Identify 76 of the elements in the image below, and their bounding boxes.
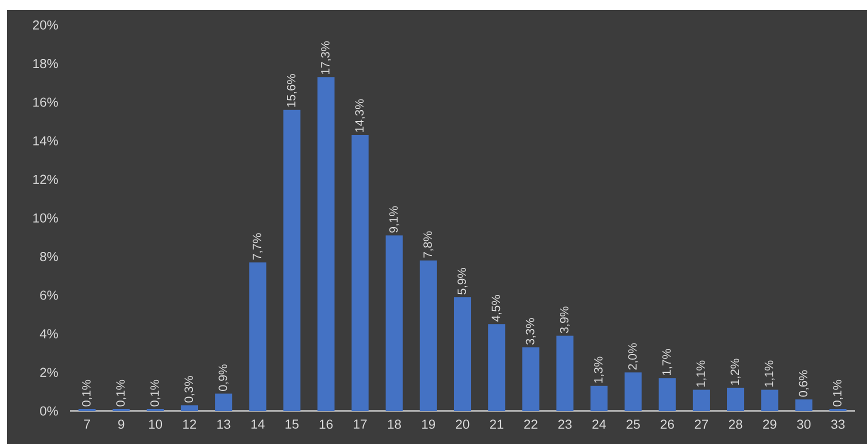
x-tick-label: 12 <box>183 420 196 429</box>
x-tick-label: 25 <box>626 420 640 429</box>
y-tick-label: 10% <box>33 213 58 223</box>
x-tick-label: 19 <box>422 420 435 429</box>
data-label: 0,6% <box>798 370 809 397</box>
y-tick-label: 6% <box>40 290 58 300</box>
x-tick-label: 23 <box>558 420 572 429</box>
bar <box>522 347 540 411</box>
bar <box>317 77 335 411</box>
x-tick-label: 7 <box>84 420 90 429</box>
x-tick-label: 33 <box>831 420 845 429</box>
bar <box>727 388 744 411</box>
x-tick-label: 14 <box>251 420 265 429</box>
x-tick-label: 9 <box>118 420 124 429</box>
bar <box>215 394 232 411</box>
data-label: 2,0% <box>628 343 638 370</box>
y-tick-label: 14% <box>33 136 58 146</box>
data-label: 1,3% <box>594 356 604 383</box>
data-label: 3,3% <box>526 318 536 345</box>
bar <box>180 405 198 411</box>
x-tick-label: 27 <box>694 420 708 429</box>
bar <box>249 262 266 411</box>
data-label: 7,7% <box>252 233 263 260</box>
y-tick-label: 16% <box>33 98 58 107</box>
bar <box>386 235 403 411</box>
data-label: 1,1% <box>696 360 706 387</box>
y-tick-label: 12% <box>33 174 58 184</box>
data-label: 14,3% <box>355 99 366 132</box>
y-tick-label: 0% <box>40 406 58 416</box>
y-tick-label: 20% <box>33 20 58 30</box>
data-label: 7,8% <box>423 231 434 258</box>
bar <box>454 297 472 411</box>
bar <box>761 390 778 411</box>
data-label: 0,1% <box>82 380 92 406</box>
x-tick-label: 13 <box>217 420 230 429</box>
x-tick-label: 22 <box>524 420 538 429</box>
x-tick-label: 18 <box>388 420 401 429</box>
y-tick-label: 8% <box>40 252 58 262</box>
bar <box>556 336 574 411</box>
data-label: 0,1% <box>116 380 126 406</box>
x-tick-label: 21 <box>490 420 504 429</box>
x-tick-label: 16 <box>320 420 333 429</box>
bar <box>420 260 437 411</box>
bar <box>488 324 506 411</box>
bar <box>658 378 676 411</box>
data-label: 9,1% <box>389 206 400 233</box>
bar <box>624 372 642 411</box>
x-tick-label: 24 <box>592 420 606 429</box>
data-label: 15,6% <box>286 74 297 107</box>
x-tick-label: 17 <box>354 420 367 429</box>
x-tick-label: 29 <box>763 420 776 429</box>
bar <box>795 399 812 411</box>
bar <box>692 390 710 411</box>
data-label: 0,1% <box>150 380 160 406</box>
data-label: 4,5% <box>492 295 502 322</box>
x-tick-label: 28 <box>728 420 742 429</box>
data-label: 0,3% <box>184 376 194 403</box>
bar <box>352 135 369 411</box>
data-label: 0,9% <box>218 364 229 391</box>
x-tick-label: 10 <box>149 420 162 429</box>
data-label: 5,9% <box>458 268 468 294</box>
data-label: 0,1% <box>832 380 843 406</box>
data-label: 17,3% <box>321 41 331 74</box>
x-tick-label: 30 <box>797 420 811 429</box>
x-tick-label: 20 <box>456 420 470 429</box>
data-label: 1,1% <box>764 360 775 387</box>
y-tick-label: 2% <box>40 368 58 377</box>
bar <box>590 386 608 411</box>
y-tick-label: 4% <box>40 329 58 338</box>
x-tick-label: 26 <box>660 420 674 429</box>
bar <box>283 110 300 411</box>
data-label: 1,7% <box>662 349 672 376</box>
data-label: 1,2% <box>730 358 741 385</box>
x-tick-label: 15 <box>286 420 299 429</box>
y-tick-label: 18% <box>33 58 58 68</box>
data-label: 3,9% <box>560 306 570 334</box>
